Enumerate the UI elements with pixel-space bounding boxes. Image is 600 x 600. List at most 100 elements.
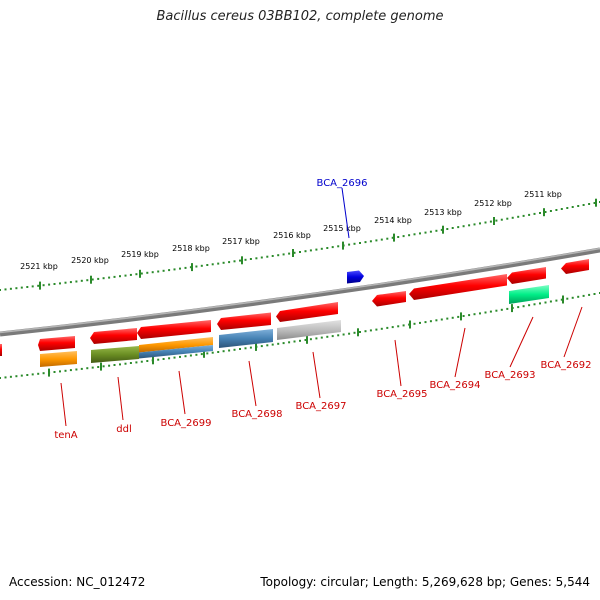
ruler-dot [326,335,329,338]
ruler-dot [4,288,7,291]
gene-label-bca-2694[interactable]: BCA_2694 [430,380,481,391]
ruler-dot [135,273,138,276]
ruler-dot [539,302,541,305]
ruler-dot [413,233,416,236]
gene-fragment-left-arrow[interactable] [0,344,2,356]
ruler-tick-label: 2516 kbp [273,231,311,240]
gene-tena-arrow[interactable] [38,336,75,351]
ruler-dot [560,208,563,210]
ruler-dot [473,223,476,226]
ruler-dot [31,285,34,288]
ruler-dot [435,229,438,232]
ruler-dot [419,321,421,324]
ruler-dot [239,259,241,262]
ruler-dot [359,242,361,244]
gene-label-bca-2695[interactable]: BCA_2695 [377,389,428,400]
ruler-dot [582,294,585,297]
ruler-dot [119,275,121,278]
ruler-dot [369,240,372,243]
gene-bca-2699-arrow[interactable] [137,320,211,339]
cog-box-bca-2693 [509,285,549,304]
ruler-dot [113,275,116,278]
ruler-dot [380,327,383,330]
ruler-dot [20,286,23,289]
ruler-dot [124,362,127,365]
gene-bca-2697-arrow[interactable] [276,302,338,322]
ruler-dot [386,326,389,329]
ruler-dot [31,373,34,376]
gene-label-bca-2698[interactable]: BCA_2698 [232,409,283,420]
leader-bca-2699 [178,370,186,415]
ruler-tick-label: 2511 kbp [524,190,562,199]
gene-label-bca-2699[interactable]: BCA_2699 [161,418,212,429]
gene-bca-2693-arrow[interactable] [507,267,546,284]
ruler-dot [391,326,394,329]
ruler-dot [282,342,285,345]
ruler-dot [80,279,83,282]
gene-bca-2694-arrow[interactable] [409,274,507,300]
ruler-dot [397,325,400,328]
gene-bca-2692-arrow[interactable] [561,259,589,274]
ruler-dot [500,218,503,221]
ruler-dot [184,266,187,269]
gene-label-bca-2697[interactable]: BCA_2697 [296,401,347,412]
gene-bca-2698-arrow[interactable] [217,312,271,331]
ruler-dot [424,231,427,234]
gene-label-bca-2696[interactable]: BCA_2696 [317,178,368,189]
gene-label-bca-2692[interactable]: BCA_2692 [541,360,592,371]
ruler-dot [206,352,209,355]
gene-ddl-arrow[interactable] [90,328,137,344]
leader-bca-2694 [454,327,466,378]
ruler-dot [326,247,329,249]
ruler-dot [506,217,509,220]
ruler-dot [217,262,220,265]
ruler-dot [20,374,23,377]
ruler-dot [168,269,171,272]
ruler-dot [413,322,416,325]
ruler-dot [53,371,56,373]
ruler-dot [451,316,454,319]
ruler-dot [222,261,225,264]
ruler-dot [228,261,231,264]
ruler-dot [315,248,318,251]
ruler-dot [528,213,531,216]
ruler-dot [282,253,285,256]
ruler-dot [451,227,454,229]
reverse-strand-red [0,259,589,356]
ruler-dot [244,258,247,261]
outer-ruler [0,198,600,291]
gene-label-tena[interactable]: tenA [54,430,77,441]
ruler-dot [288,252,291,255]
ruler-dot [86,279,89,282]
gene-label-ddl[interactable]: ddl [116,424,131,435]
ruler-dot [9,375,12,378]
ruler-dot [140,272,143,275]
ruler-dot [375,328,378,331]
ruler-dot [189,266,192,269]
gene-bca-2695-arrow[interactable] [372,291,406,307]
gene-label-bca-2693[interactable]: BCA_2693 [485,370,536,381]
ruler-dot [517,215,520,218]
ruler-dot [468,314,471,317]
ruler-dot [479,222,481,225]
ruler-dot [162,269,165,272]
leader-ddl [117,376,124,421]
ruler-dot [222,350,225,353]
cog-box-bca-2697 [277,320,341,340]
ruler-dot [233,348,236,351]
map-title: Bacillus cereus 03BB102, complete genome [156,9,444,24]
ruler-dot [446,317,449,320]
ruler-dot [266,255,269,258]
ruler-dot [200,353,203,356]
ruler-dot [315,337,318,340]
ruler-dot [206,264,209,266]
ruler-dot [539,212,541,214]
ruler-dot [42,372,45,375]
ruler-tick-label: 2519 kbp [121,250,159,259]
cog-box-ddl [91,346,139,363]
ruler-dot [309,249,312,252]
ruler-dot [348,243,351,246]
gene-bca-2696-arrow[interactable] [347,270,364,284]
ruler-dot [566,207,569,209]
ruler-dot [59,282,61,285]
